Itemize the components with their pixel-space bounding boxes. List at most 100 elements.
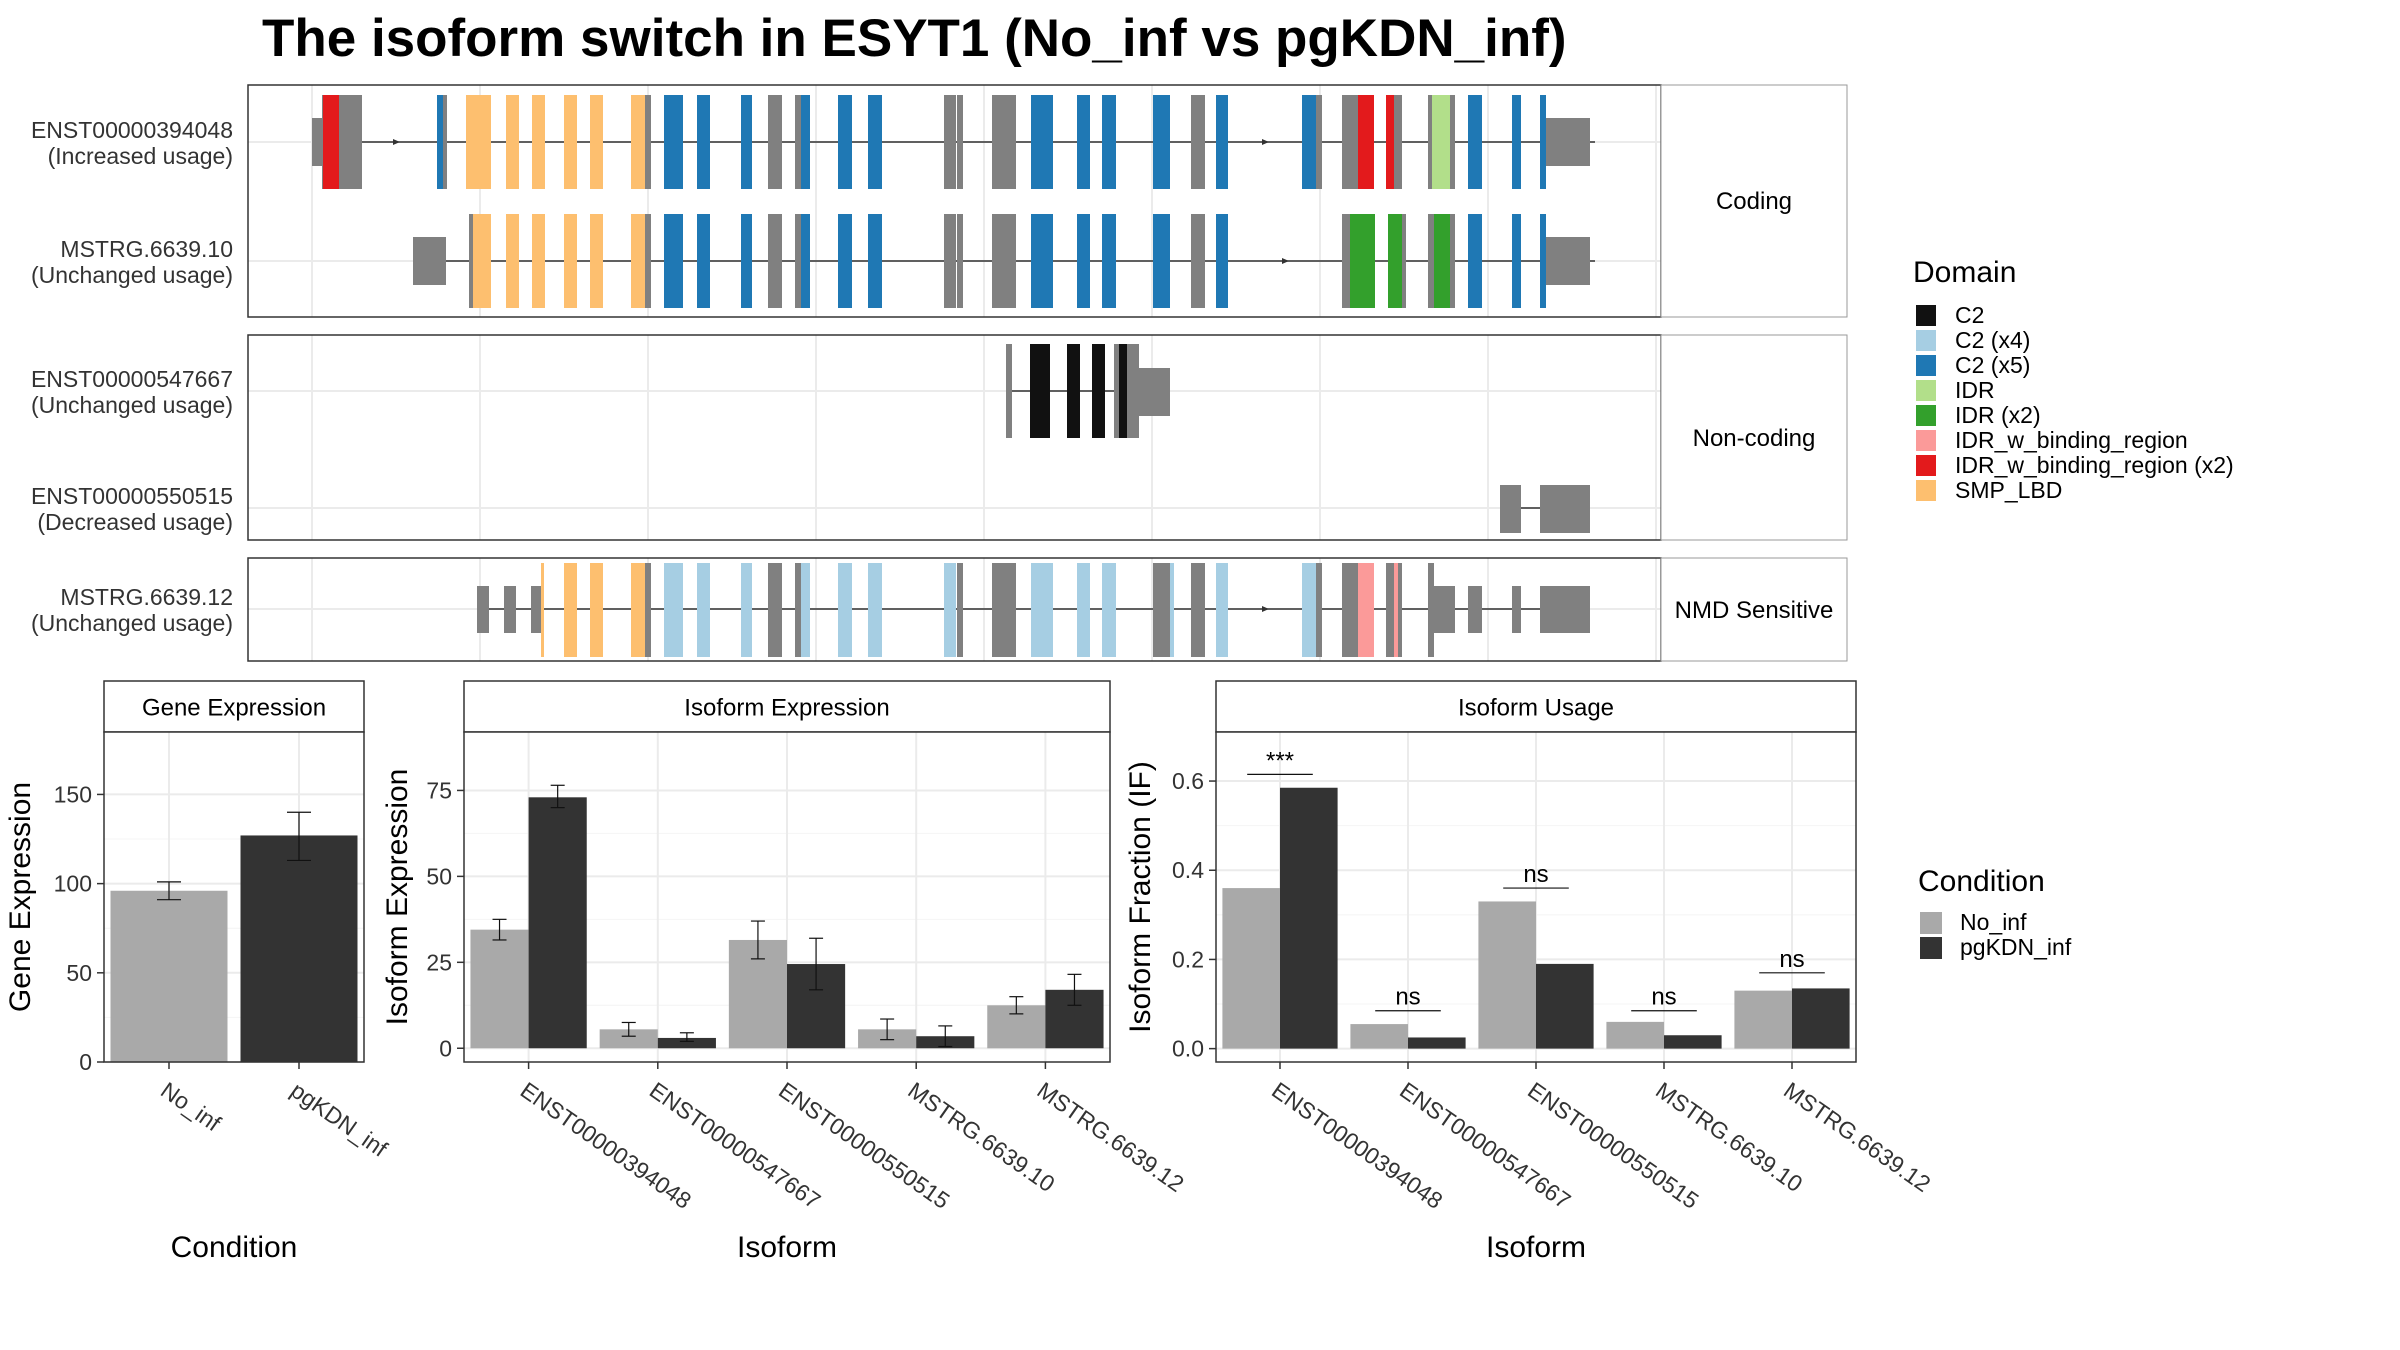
plot-frame bbox=[103, 731, 365, 1063]
significance-label: *** bbox=[1266, 747, 1294, 774]
panel-strip bbox=[1215, 680, 1857, 733]
bar bbox=[1536, 963, 1594, 1049]
legend-swatch bbox=[1916, 405, 1936, 426]
legend-swatch bbox=[1920, 912, 1942, 934]
gridlines-non-coding bbox=[248, 335, 1661, 540]
y-tick-label: 0.0 bbox=[1172, 1036, 1204, 1062]
strip-label-non-coding: Non-coding bbox=[1693, 425, 1816, 452]
transcript-MSTRG.6639.12 bbox=[477, 563, 1590, 657]
condition-legend-title: Condition bbox=[1918, 865, 2045, 898]
legend-swatch bbox=[1916, 380, 1936, 401]
transcript-label-usage: (Unchanged usage) bbox=[31, 392, 233, 418]
bar bbox=[1664, 1035, 1722, 1049]
transcript-panel-non-coding: Non-coding ENST00000547667 (Unchanged us… bbox=[31, 334, 1848, 541]
isoform-expression-chart: Isoform Expression0255075ENST00000394048… bbox=[381, 680, 1189, 1264]
transcript-label-name: ENST00000550515 bbox=[31, 483, 233, 509]
bar bbox=[1792, 988, 1850, 1049]
legend-label: C2 (x4) bbox=[1955, 327, 2030, 353]
strip-coding-box bbox=[1660, 84, 1848, 318]
legend-label: No_inf bbox=[1960, 909, 2027, 935]
transcript-label-usage: (Increased usage) bbox=[48, 143, 233, 169]
bar bbox=[1280, 787, 1338, 1049]
y-tick-label: 0 bbox=[79, 1049, 92, 1075]
significance-label: ns bbox=[1523, 861, 1548, 888]
bar bbox=[1408, 1037, 1466, 1049]
figure-title: The isoform switch in ESYT1 (No_inf vs p… bbox=[262, 9, 1567, 68]
bar bbox=[657, 1037, 716, 1049]
panel-title: Gene Expression bbox=[142, 695, 326, 722]
panel-strip bbox=[463, 680, 1111, 733]
legend-label: C2 (x5) bbox=[1955, 352, 2030, 378]
y-tick-label: 100 bbox=[54, 871, 92, 897]
x-tick-label: No_inf bbox=[156, 1077, 226, 1137]
bar bbox=[1350, 1024, 1408, 1049]
y-tick-label: 50 bbox=[66, 960, 92, 986]
bar bbox=[1478, 901, 1536, 1049]
legend-label: IDR_w_binding_region bbox=[1955, 427, 2188, 453]
bar bbox=[1734, 990, 1792, 1049]
domain-legend-title: Domain bbox=[1913, 256, 2016, 289]
strip-nmd-box bbox=[1660, 557, 1848, 662]
legend-label: IDR bbox=[1955, 377, 1995, 403]
strip-non-coding-box bbox=[1660, 334, 1848, 541]
x-axis-title: Isoform bbox=[737, 1231, 837, 1264]
transcript-label-name: ENST00000394048 bbox=[31, 117, 233, 143]
y-tick-label: 75 bbox=[426, 777, 452, 803]
transcript-label-usage: (Unchanged usage) bbox=[31, 262, 233, 288]
transcript-label-usage: (Decreased usage) bbox=[37, 509, 233, 535]
bar bbox=[110, 890, 228, 1062]
y-tick-label: 0.2 bbox=[1172, 946, 1204, 972]
transcript-MSTRG.6639.10 bbox=[413, 214, 1595, 308]
legend-swatch bbox=[1916, 355, 1936, 376]
transcript-label-name: MSTRG.6639.10 bbox=[60, 236, 233, 262]
transcript-panel-coding: Coding ENST00000394048 (Increased usage)… bbox=[31, 84, 1848, 318]
y-tick-label: 150 bbox=[54, 781, 92, 807]
legend-label: IDR_w_binding_region (x2) bbox=[1955, 452, 2234, 478]
transcript-panel-nmd: NMD Sensitive MSTRG.6639.12 (Unchanged u… bbox=[31, 557, 1848, 662]
legend-swatch bbox=[1916, 305, 1936, 326]
panel-strip bbox=[103, 680, 365, 733]
significance-label: ns bbox=[1651, 984, 1676, 1011]
bar bbox=[1222, 888, 1280, 1049]
legend-swatch bbox=[1916, 430, 1936, 451]
bar bbox=[1606, 1021, 1664, 1049]
legend-label: SMP_LBD bbox=[1955, 477, 2062, 503]
isoform-usage-chart: Isoform Usage***nsnsnsns0.00.20.40.6ENST… bbox=[1124, 680, 1935, 1264]
legend-label: C2 bbox=[1955, 302, 1984, 328]
transcript-label-usage: (Unchanged usage) bbox=[31, 610, 233, 636]
y-axis-title: Isoform Fraction (IF) bbox=[1124, 761, 1157, 1033]
bar bbox=[528, 797, 587, 1049]
y-tick-label: 25 bbox=[426, 949, 452, 975]
legend-swatch bbox=[1920, 937, 1942, 959]
legend-swatch bbox=[1916, 330, 1936, 351]
transcript-label-name: MSTRG.6639.12 bbox=[60, 584, 233, 610]
panel-title: Isoform Expression bbox=[684, 695, 889, 722]
significance-label: ns bbox=[1779, 946, 1804, 973]
legend-label: pgKDN_inf bbox=[1960, 934, 2072, 960]
bar bbox=[470, 929, 529, 1049]
y-tick-label: 50 bbox=[426, 863, 452, 889]
y-axis-title: Gene Expression bbox=[4, 782, 37, 1012]
y-tick-label: 0.6 bbox=[1172, 768, 1204, 794]
panel-title: Isoform Usage bbox=[1458, 695, 1614, 722]
y-axis-title: Isoform Expression bbox=[381, 769, 414, 1026]
bar bbox=[599, 1029, 658, 1049]
strip-label-nmd-sensitive: NMD Sensitive bbox=[1675, 597, 1834, 624]
strip-label-coding: Coding bbox=[1716, 188, 1792, 215]
legend-swatch bbox=[1916, 455, 1936, 476]
y-tick-label: 0.4 bbox=[1172, 857, 1204, 883]
x-axis-title: Isoform bbox=[1486, 1231, 1586, 1264]
significance-label: ns bbox=[1395, 984, 1420, 1011]
x-tick-label: pgKDN_inf bbox=[286, 1077, 393, 1162]
transcript-ENST00000550515 bbox=[1500, 485, 1590, 533]
gene-expression-chart: Gene Expression 0 50 100 150 No_inf pgKDN_inf C… bbox=[4, 680, 393, 1264]
bar bbox=[240, 835, 358, 1062]
transcript-ENST00000394048 bbox=[312, 95, 1595, 189]
y-tick-label: 0 bbox=[439, 1035, 452, 1061]
transcript-ENST00000547667 bbox=[1006, 344, 1170, 438]
legend-label: IDR (x2) bbox=[1955, 402, 2041, 428]
x-axis-title: Condition bbox=[171, 1231, 298, 1264]
